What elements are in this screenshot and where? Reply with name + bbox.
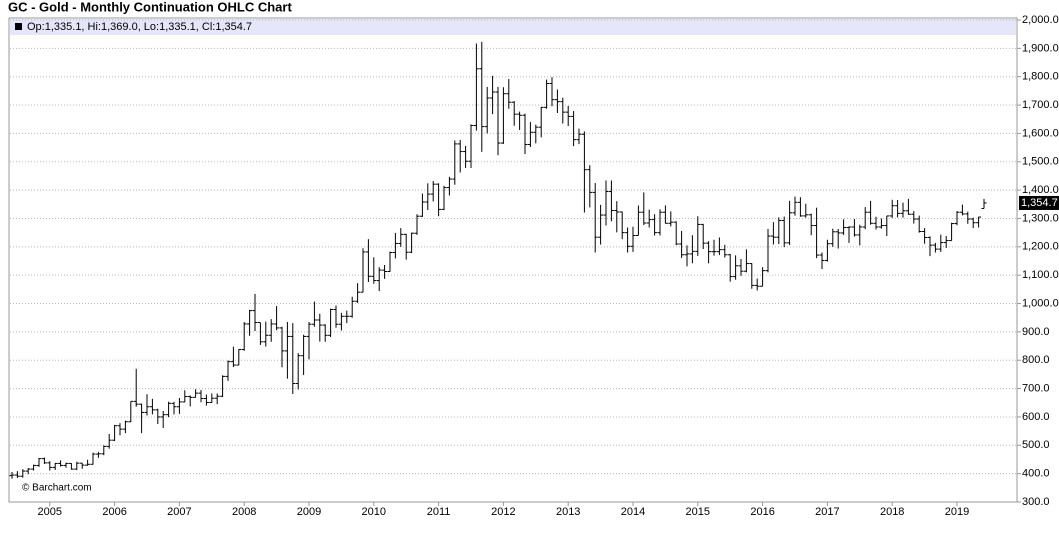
y-tick-label: 400.0 [1022,468,1050,480]
x-tick-label: 2017 [815,506,839,518]
x-tick-label: 2008 [232,506,256,518]
x-tick-label: 2007 [167,506,191,518]
chart-title: GC - Gold - Monthly Continuation OHLC Ch… [8,0,292,14]
y-tick-label: 1,500.0 [1022,156,1059,168]
x-tick-label: 2009 [297,506,321,518]
y-tick-label: 300.0 [1022,496,1050,508]
plot-frame [8,17,1018,503]
x-tick-label: 2019 [945,506,969,518]
y-tick-label: 700.0 [1022,382,1050,394]
x-tick-label: 2016 [750,506,774,518]
x-tick-label: 2012 [491,506,515,518]
y-tick-label: 600.0 [1022,411,1050,423]
y-tick-label: 1,400.0 [1022,184,1059,196]
x-tick-label: 2013 [556,506,580,518]
y-tick-label: 1,000.0 [1022,297,1059,309]
y-tick-label: 1,300.0 [1022,212,1059,224]
y-tick-label: 2,000.0 [1022,14,1059,26]
info-band [10,19,1016,35]
source: © Barchart.com [22,483,92,494]
x-tick-label: 2005 [38,506,62,518]
y-tick-label: 1,900.0 [1022,42,1059,54]
x-tick-label: 2006 [102,506,126,518]
last-value-label: 1,354.7 [1021,197,1058,209]
x-tick-label: 2015 [686,506,710,518]
info-text: Op:1,335.1, Hi:1,369.0, Lo:1,335.1, Cl:1… [27,21,252,33]
x-tick-label: 2018 [880,506,904,518]
x-tick-label: 2011 [427,506,451,518]
y-tick-label: 500.0 [1022,439,1050,451]
y-tick-label: 1,100.0 [1022,269,1059,281]
x-tick-label: 2010 [362,506,386,518]
y-tick-label: 1,200.0 [1022,241,1059,253]
y-tick-label: 900.0 [1022,326,1050,338]
x-tick-label: 2014 [621,506,645,518]
y-tick-label: 1,800.0 [1022,71,1059,83]
y-tick-label: 800.0 [1022,354,1050,366]
info-swatch [15,23,22,30]
y-tick-label: 1,600.0 [1022,127,1059,139]
y-tick-label: 1,700.0 [1022,99,1059,111]
last-value-box [1019,195,1059,210]
